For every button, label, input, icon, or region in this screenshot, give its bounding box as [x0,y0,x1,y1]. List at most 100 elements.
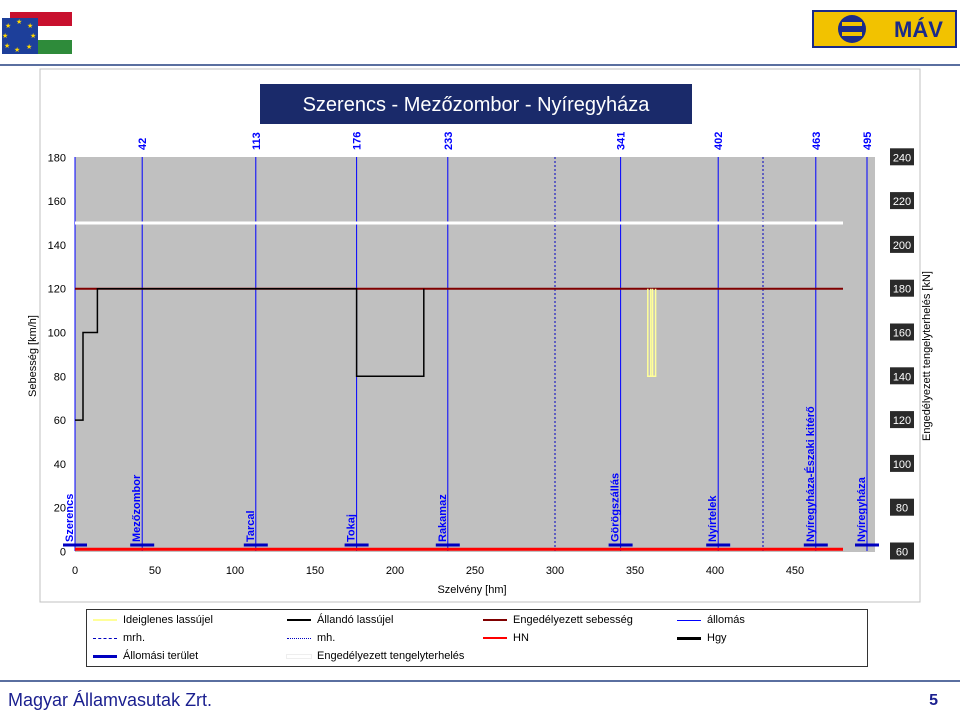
station-name-label: Szerencs [64,494,76,542]
y-tick-label: 160 [48,196,66,208]
series-line [75,287,425,421]
svg-text:★: ★ [5,22,11,30]
y-tick-label: 140 [48,240,66,252]
legend-label: Engedélyezett tengelyterhelés [317,650,465,662]
svg-text:★: ★ [27,22,33,30]
legend-swatch [93,637,117,639]
legend-swatch [93,654,117,658]
station-km-label: 463 [811,132,823,150]
y2-tick-box [890,411,914,429]
legend-item-mh: mh. [287,632,335,644]
y2-tick-box [890,367,914,385]
legend-label: mh. [317,632,336,644]
svg-text:★: ★ [2,32,8,40]
y2-tick-box [890,192,914,210]
legend-swatch [93,619,117,621]
y2-tick-label: 100 [893,459,911,471]
y-tick-label: 180 [48,152,66,164]
y-tick-label: 120 [48,284,66,296]
y2-tick-label: 160 [893,328,911,340]
station-km-label: 42 [137,138,149,150]
x-tick-label: 0 [72,565,78,577]
y2-tick-box [890,323,914,341]
header-divider [0,64,960,66]
y2-tick-label: 180 [893,284,911,296]
legend-swatch [677,619,701,621]
y2-tick-box [890,279,914,297]
x-tick-label: 450 [786,565,804,577]
y2-tick-box [890,454,914,472]
footer-divider [0,680,960,682]
y2-tick-label: 240 [893,152,911,164]
chart-title: Szerencs - Mezőzombor - Nyíregyháza [303,94,651,116]
legend-label: Ideiglenes lassújel [123,614,213,626]
y2-tick-box [890,148,914,166]
page-number: 5 [929,692,938,709]
legend-item-hn: HN [483,632,529,644]
x-axis-label: Szelvény [hm] [437,584,506,596]
legend-label: állomás [707,614,745,626]
station-km-label: 341 [616,132,628,150]
legend-swatch [677,636,701,640]
legend-item-ideiglenes: Ideiglenes lassújel [93,614,213,626]
y2-tick-box [890,542,914,560]
station-km-label: 495 [862,132,874,150]
chart-area-border [39,68,921,603]
y2-tick-label: 60 [896,547,908,559]
legend-item-mrh: mrh. [93,632,145,644]
legend-swatch [287,619,311,621]
legend-item-hgy: Hgy [677,632,727,644]
legend-swatch [287,637,311,639]
station-km-label: 402 [713,132,725,150]
y-tick-label: 0 [60,547,66,559]
legend-label: Hgy [707,632,727,644]
mav-logo-text: MÁV [894,17,943,42]
legend-item-allando: Állandó lassújel [287,614,393,626]
legend-swatch [483,619,507,621]
eu-hungary-flag-logo: ★ ★ ★ ★ ★ ★ ★ ★ [2,4,74,60]
station-name-label: Mezőzombor [131,474,143,542]
y-axis-label: Sebesség [km/h] [27,315,39,397]
x-tick-label: 100 [226,565,244,577]
x-tick-label: 300 [546,565,564,577]
chart-legend: Ideiglenes lassújel Állandó lassújel Eng… [86,609,868,667]
legend-item-tengelyterheles: Engedélyezett tengelyterhelés [286,650,465,662]
legend-label: Állandó lassújel [317,614,394,626]
plot-area [75,157,875,552]
series-line-temporary-shadow [650,288,657,378]
mav-logo: MÁV [812,10,957,48]
legend-swatch [286,653,312,659]
x-tick-label: 200 [386,565,404,577]
y-tick-label: 40 [54,459,66,471]
legend-label: Állomási terület [123,650,199,662]
station-km-label: 233 [443,132,455,150]
legend-swatch [483,637,507,639]
y2-tick-label: 80 [896,503,908,515]
x-tick-label: 50 [149,565,161,577]
y2-tick-label: 120 [893,415,911,427]
chart-title-box: Szerencs - Mezőzombor - Nyíregyháza [260,84,696,128]
footer-company: Magyar Államvasutak Zrt. [8,690,213,710]
svg-text:★: ★ [30,32,36,40]
y2-axis-label: Engedélyezett tengelyterhelés [kN] [921,271,933,441]
svg-text:★: ★ [14,46,20,54]
station-name-label: Nyíregyháza-Északi kitérő [804,406,817,542]
station-name-label: Nyíregyháza [856,476,868,542]
legend-item-engedelyezett-sebesseg: Engedélyezett sebesség [483,614,633,626]
station-name-label: Görögszállás [610,473,622,542]
y-tick-label: 80 [54,371,66,383]
y-tick-label: 100 [48,328,66,340]
legend-label: Engedélyezett sebesség [513,614,633,626]
station-name-label: Tokaj [346,514,358,542]
y2-tick-label: 220 [893,196,911,208]
x-tick-label: 350 [626,565,644,577]
svg-text:★: ★ [16,18,22,26]
svg-text:★: ★ [4,42,10,50]
y2-tick-label: 140 [893,371,911,383]
y2-tick-box [890,498,914,516]
svg-text:★: ★ [26,43,32,51]
speed-profile-chart: Szerencs Mezőzombor Tarcal Tokaj Rakamaz Görö… [27,68,933,603]
legend-label: mrh. [123,632,145,644]
y-tick-label: 60 [54,415,66,427]
station-km-label: 176 [352,132,364,150]
